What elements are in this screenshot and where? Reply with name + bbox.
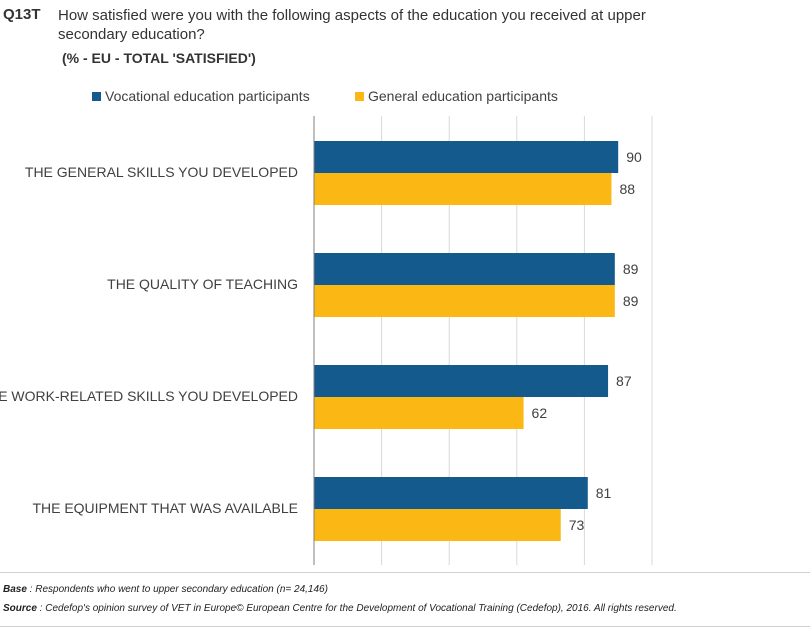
bar-general — [314, 509, 561, 541]
data-label-general: 73 — [569, 517, 585, 533]
category-label: THE EQUIPMENT THAT WAS AVAILABLE — [32, 500, 298, 516]
question-code: Q13T — [3, 6, 41, 23]
category-label: THE GENERAL SKILLS YOU DEVELOPED — [25, 164, 298, 180]
source-label: Source — [3, 603, 37, 614]
data-label-general: 88 — [619, 181, 635, 197]
category-label: THE QUALITY OF TEACHING — [107, 276, 298, 292]
legend-swatch-general — [355, 91, 364, 101]
bar-vocational — [314, 365, 609, 397]
footer-divider-top — [0, 572, 810, 573]
data-label-vocational: 81 — [596, 485, 612, 501]
bar-general — [314, 173, 612, 205]
category-label: THE WORK-RELATED SKILLS YOU DEVELOPED — [0, 388, 298, 404]
data-label-general: 62 — [532, 405, 548, 421]
bar-vocational — [314, 477, 588, 509]
legend-label-vocational: Vocational education participants — [105, 88, 310, 104]
base-note: Base : Respondents who went to upper sec… — [3, 584, 328, 595]
chart-subtitle: (% - EU - TOTAL 'SATISFIED') — [62, 50, 256, 66]
bar-vocational — [314, 253, 615, 285]
data-label-general: 89 — [623, 293, 639, 309]
source-note: Source : Cedefop's opinion survey of VET… — [3, 603, 677, 614]
base-label: Base — [3, 584, 27, 595]
legend-swatch-vocational — [92, 91, 101, 101]
legend-item-vocational: Vocational education participants — [92, 88, 310, 104]
base-text: : Respondents who went to upper secondar… — [26, 584, 328, 595]
bar-general — [314, 285, 615, 317]
bar-vocational — [314, 141, 619, 173]
data-label-vocational: 90 — [626, 149, 642, 165]
question-text: How satisfied were you with the followin… — [58, 7, 646, 43]
footer-divider-bottom — [0, 626, 810, 627]
source-text: : Cedefop's opinion survey of VET in Eur… — [36, 603, 677, 614]
bar-general — [314, 397, 524, 429]
data-label-vocational: 89 — [623, 261, 639, 277]
data-label-vocational: 87 — [616, 373, 632, 389]
legend-item-general: General education participants — [355, 88, 558, 104]
legend-label-general: General education participants — [368, 88, 558, 104]
